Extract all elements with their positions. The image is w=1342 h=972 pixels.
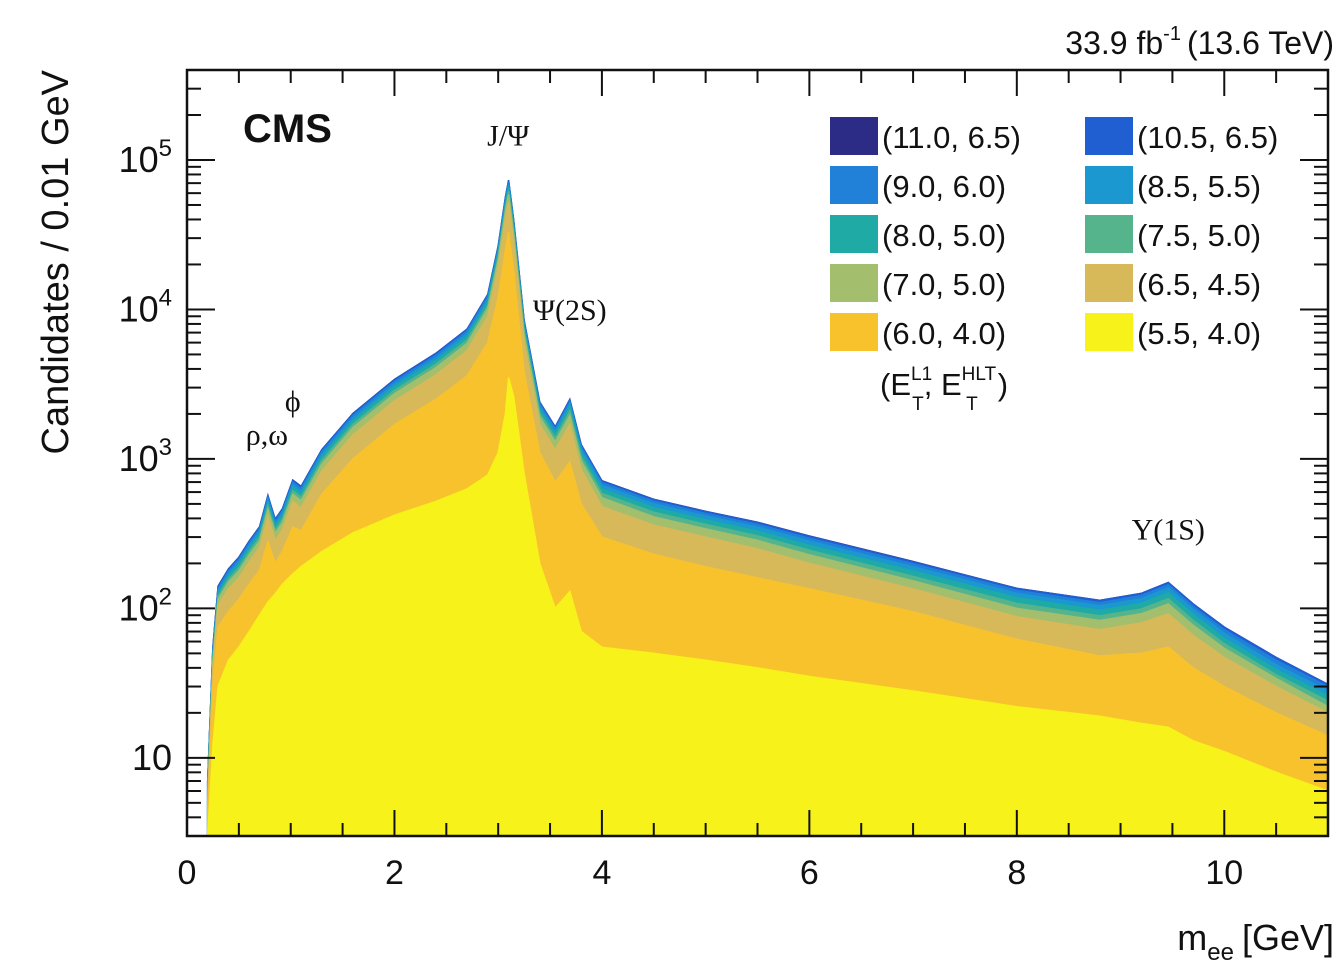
annotation-psi2s: Ψ(2S) — [533, 294, 607, 327]
legend-label: (7.0, 5.0) — [882, 267, 1006, 302]
legend-swatch — [1085, 313, 1133, 351]
x-axis-label-main: m — [1177, 917, 1207, 958]
annotation-phi: ϕ — [285, 385, 301, 418]
legend-swatch — [1085, 215, 1133, 253]
legend: (11.0, 6.5) (10.5, 6.5) (9.0, 6.0) (8.5, 5.… — [830, 117, 1278, 415]
legend-swatch — [1085, 117, 1133, 155]
x-tick-label: 8 — [1007, 854, 1026, 892]
legend-swatch — [830, 264, 878, 302]
legend-swatch — [1085, 264, 1133, 302]
y-tick-label: 10 — [132, 737, 172, 778]
legend-swatch — [830, 117, 878, 155]
legend-swatch — [830, 313, 878, 351]
legend-title: (EL1 T, EHLT T) — [880, 364, 1008, 415]
y-tick-label: 104 — [119, 284, 172, 329]
legend-label: (11.0, 6.5) — [882, 120, 1021, 155]
area-series-0 — [206, 377, 1329, 837]
x-tick-label: 10 — [1205, 854, 1243, 892]
legend-label: (8.5, 5.5) — [1137, 169, 1261, 204]
luminosity-exponent: -1 — [1163, 23, 1181, 45]
legend-swatch — [830, 215, 878, 253]
x-tick-label: 2 — [385, 854, 404, 892]
legend-swatch — [830, 166, 878, 204]
annotation-rho: ρ,ω — [246, 418, 288, 451]
y-tick-label: 102 — [119, 583, 172, 628]
x-tick-label: 6 — [800, 854, 819, 892]
legend-label: (6.5, 4.5) — [1137, 267, 1261, 302]
x-tick-label: 0 — [178, 854, 197, 892]
axis-ticks — [186, 69, 1329, 837]
tick-labels: 0 2 4 6 8 10 10 102 103 104 105 — [119, 135, 1244, 892]
legend-label: (6.0, 4.0) — [882, 316, 1006, 351]
legend-label: (5.5, 4.0) — [1137, 316, 1261, 351]
legend-label: (7.5, 5.0) — [1137, 218, 1261, 253]
legend-label: (10.5, 6.5) — [1137, 120, 1278, 155]
luminosity-label: 33.9 fb-1 (13.6 TeV) — [1065, 23, 1334, 61]
x-axis-label-unit: [GeV] — [1242, 917, 1334, 958]
x-tick-label: 4 — [592, 854, 611, 892]
x-axis-label-sub: ee — [1207, 939, 1234, 966]
energy-label: (13.6 TeV) — [1187, 25, 1334, 61]
annotation-jpsi: J/Ψ — [487, 120, 530, 153]
annotation-upsilon: Υ(1S) — [1132, 513, 1205, 546]
y-tick-label: 105 — [119, 135, 172, 180]
y-tick-label: 103 — [119, 434, 172, 479]
cms-label: CMS — [243, 107, 332, 151]
legend-label: (9.0, 6.0) — [882, 169, 1006, 204]
x-axis-label: mee [GeV] — [1177, 917, 1334, 966]
y-axis-label: Candidates / 0.01 GeV — [35, 69, 77, 454]
legend-swatch — [1085, 166, 1133, 204]
plot-frame — [185, 68, 1330, 838]
peak-annotations: J/Ψ Ψ(2S) ρ,ωϕ Υ(1S) — [246, 120, 1205, 547]
stacked-areas — [206, 180, 1329, 837]
legend-label: (8.0, 5.0) — [882, 218, 1006, 253]
luminosity-value: 33.9 fb — [1065, 25, 1163, 61]
